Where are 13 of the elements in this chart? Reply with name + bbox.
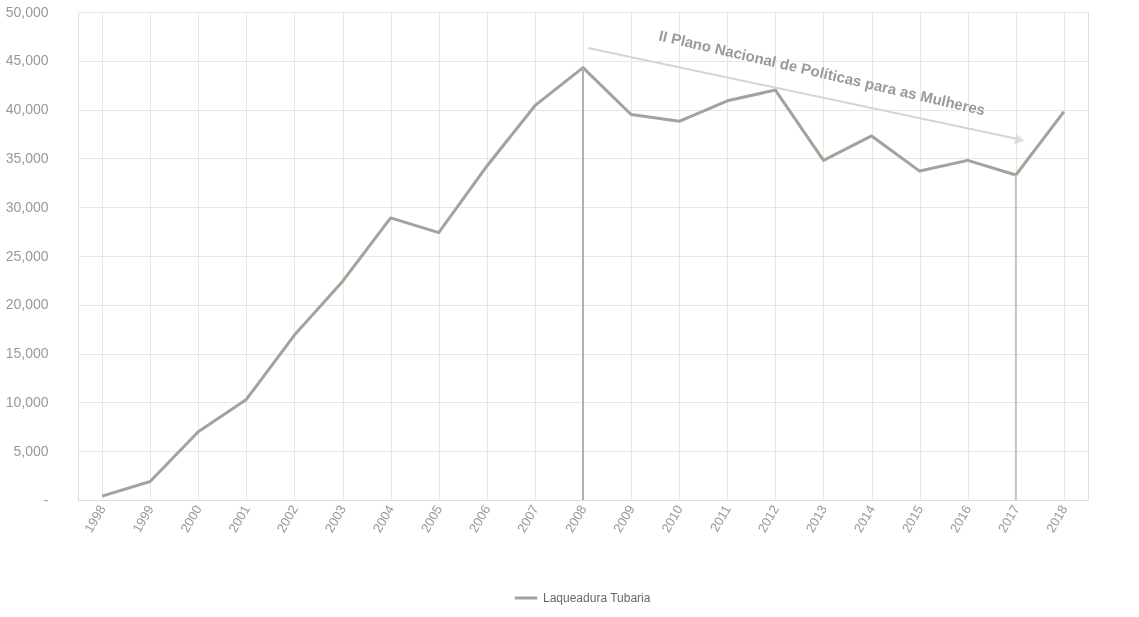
y-tick-label: 20,000	[5, 296, 49, 313]
y-tick-label: 40,000	[5, 101, 49, 118]
y-tick-label: 45,000	[5, 52, 49, 69]
y-tick-label: 5,000	[13, 442, 49, 459]
y-tick-label: 15,000	[5, 345, 49, 362]
legend-label: Laqueadura Tubaria	[543, 591, 651, 605]
y-tick-label: 25,000	[5, 247, 49, 264]
y-tick-label: 10,000	[5, 393, 49, 410]
y-tick-label: 30,000	[5, 198, 49, 215]
y-tick-label: -	[43, 491, 49, 508]
y-tick-label: 35,000	[5, 149, 49, 166]
y-tick-label: 50,000	[5, 3, 49, 20]
annotation: II Plano Nacional de Políticas para as Mulheres	[657, 26, 987, 119]
